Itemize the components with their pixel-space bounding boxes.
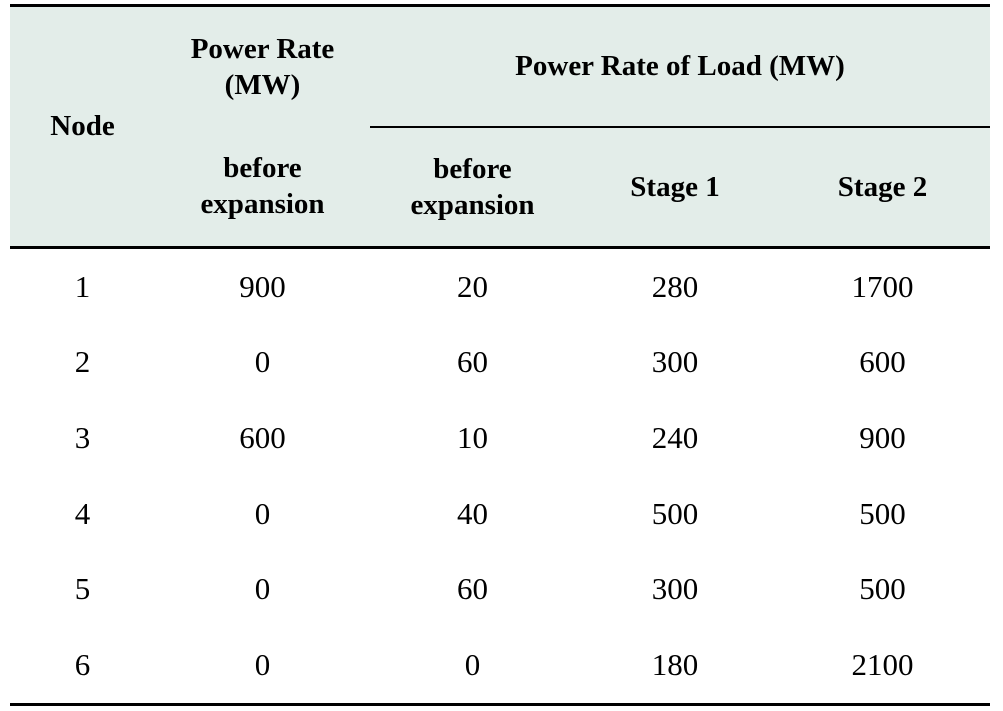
cell-load-before: 60 xyxy=(457,571,488,607)
cell-stage1: 300 xyxy=(651,344,699,380)
cell-stage1: 280 xyxy=(651,268,699,304)
header-power-rate-line2: (MW) xyxy=(224,68,301,101)
header-stage2: Stage 2 xyxy=(775,126,990,249)
cell-stage1: 180 xyxy=(575,626,775,706)
cell-stage2: 2100 xyxy=(775,626,990,706)
cell-node: 4 xyxy=(74,495,91,531)
header-row-top: Node Power Rate (MW) Power Rate of Load … xyxy=(10,4,990,249)
header-row-sub: before expansion before expansion Stage … xyxy=(10,126,990,249)
header-power-before: before expansion xyxy=(155,126,370,249)
header-load-before-line2: expansion xyxy=(410,188,535,221)
power-rate-table: Node Power Rate (MW) Power Rate of Load … xyxy=(10,4,990,706)
cell-load-before: 0 xyxy=(370,626,575,706)
header-stage1-label: Stage 1 xyxy=(630,170,720,203)
header-power-before-line2: expansion xyxy=(200,188,325,221)
header-load-before: before expansion xyxy=(370,126,575,249)
cell-stage2: 900 xyxy=(859,419,906,455)
cell-node: 5 xyxy=(74,571,91,607)
cell-load-before: 40 xyxy=(457,495,488,531)
cell-stage2: 500 xyxy=(859,571,906,607)
cell-load-before: 60 xyxy=(457,344,488,380)
cell-stage1: 240 xyxy=(651,419,699,455)
cell-stage1: 300 xyxy=(651,571,699,607)
table-row: 2 0 60 300 600 xyxy=(10,325,990,401)
cell-stage2: 1700 xyxy=(851,268,914,304)
cell-stage1: 500 xyxy=(651,495,699,531)
table-row: 6 0 0 180 2100 xyxy=(10,626,990,706)
header-load-group-label: Power Rate of Load (MW) xyxy=(515,50,845,83)
table-row: 5 0 60 300 500 xyxy=(10,551,990,627)
cell-node: 1 xyxy=(74,268,91,304)
cell-power-before: 0 xyxy=(155,626,370,706)
table-header: Node Power Rate (MW) Power Rate of Load … xyxy=(10,4,990,249)
cell-load-before: 20 xyxy=(457,268,488,304)
table-row: 3 600 10 240 900 xyxy=(10,400,990,476)
cell-load-before: 10 xyxy=(457,419,488,455)
cell-power-before: 0 xyxy=(254,495,271,531)
cell-power-before: 0 xyxy=(254,571,271,607)
header-power-rate-line1: Power Rate xyxy=(190,32,335,65)
cell-node: 6 xyxy=(10,626,155,706)
cell-power-before: 900 xyxy=(239,268,286,304)
header-stage1: Stage 1 xyxy=(575,126,775,249)
table-row: 1 900 20 280 1700 xyxy=(10,248,990,325)
cell-node: 3 xyxy=(74,419,91,455)
table-row: 4 0 40 500 500 xyxy=(10,476,990,552)
cell-power-before: 0 xyxy=(254,344,271,380)
header-node: Node xyxy=(10,4,155,249)
header-load-group: Power Rate of Load (MW) xyxy=(370,4,990,128)
header-power-rate: Power Rate (MW) xyxy=(155,4,370,127)
cell-stage2: 500 xyxy=(859,495,906,531)
header-node-label: Node xyxy=(50,110,115,143)
header-power-before-line1: before xyxy=(223,152,302,184)
header-stage2-label: Stage 2 xyxy=(837,170,928,203)
table-body: 1 900 20 280 1700 2 0 60 300 600 3 600 1… xyxy=(10,248,990,706)
data-table-container: Node Power Rate (MW) Power Rate of Load … xyxy=(10,4,990,706)
header-load-before-line1: before xyxy=(433,152,512,185)
cell-node: 2 xyxy=(74,344,91,380)
cell-power-before: 600 xyxy=(239,419,286,455)
cell-stage2: 600 xyxy=(859,344,906,380)
